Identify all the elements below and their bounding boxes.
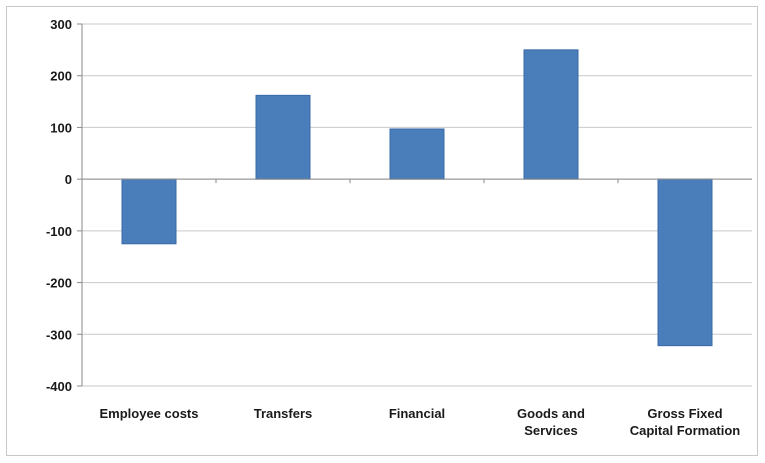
y-tick-label: -100 bbox=[46, 224, 72, 239]
gridlines bbox=[82, 23, 752, 387]
x-category-label: Goods and Services bbox=[517, 406, 585, 438]
bar-employee-costs bbox=[121, 178, 177, 245]
bar-goods-and-services bbox=[523, 49, 579, 180]
x-category-label-line: Goods and bbox=[517, 406, 585, 421]
x-category-label: Transfers bbox=[254, 406, 313, 421]
y-tick-label: 200 bbox=[50, 69, 72, 84]
x-category-label-line: Capital Formation bbox=[630, 423, 741, 438]
x-category-label: Gross Fixed Capital Formation bbox=[630, 406, 741, 438]
bar-gross-fixed-capital-formation bbox=[657, 178, 713, 347]
x-category-label-line: Services bbox=[524, 423, 578, 438]
x-category-label-line: Employee costs bbox=[100, 406, 199, 421]
x-category-label: Employee costs bbox=[100, 406, 199, 421]
y-axis: 300 200 100 0 -100 -200 -300 -400 bbox=[46, 17, 83, 394]
y-tick-label: -300 bbox=[46, 327, 72, 342]
y-tick-label: -400 bbox=[46, 379, 72, 394]
x-category-label-line: Transfers bbox=[254, 406, 313, 421]
x-category-label-line: Gross Fixed bbox=[647, 406, 722, 421]
x-category-label: Financial bbox=[389, 406, 445, 421]
y-tick-label: 0 bbox=[65, 172, 72, 187]
y-tick-label: 100 bbox=[50, 120, 72, 135]
y-tick-label: 300 bbox=[50, 17, 72, 32]
x-category-label-line: Financial bbox=[389, 406, 445, 421]
x-axis: Employee costs Transfers Financial Goods an… bbox=[81, 178, 752, 438]
bar-transfers bbox=[255, 94, 311, 180]
bars bbox=[121, 49, 713, 347]
y-tick-label: -200 bbox=[46, 276, 72, 291]
bar-financial bbox=[389, 128, 445, 180]
